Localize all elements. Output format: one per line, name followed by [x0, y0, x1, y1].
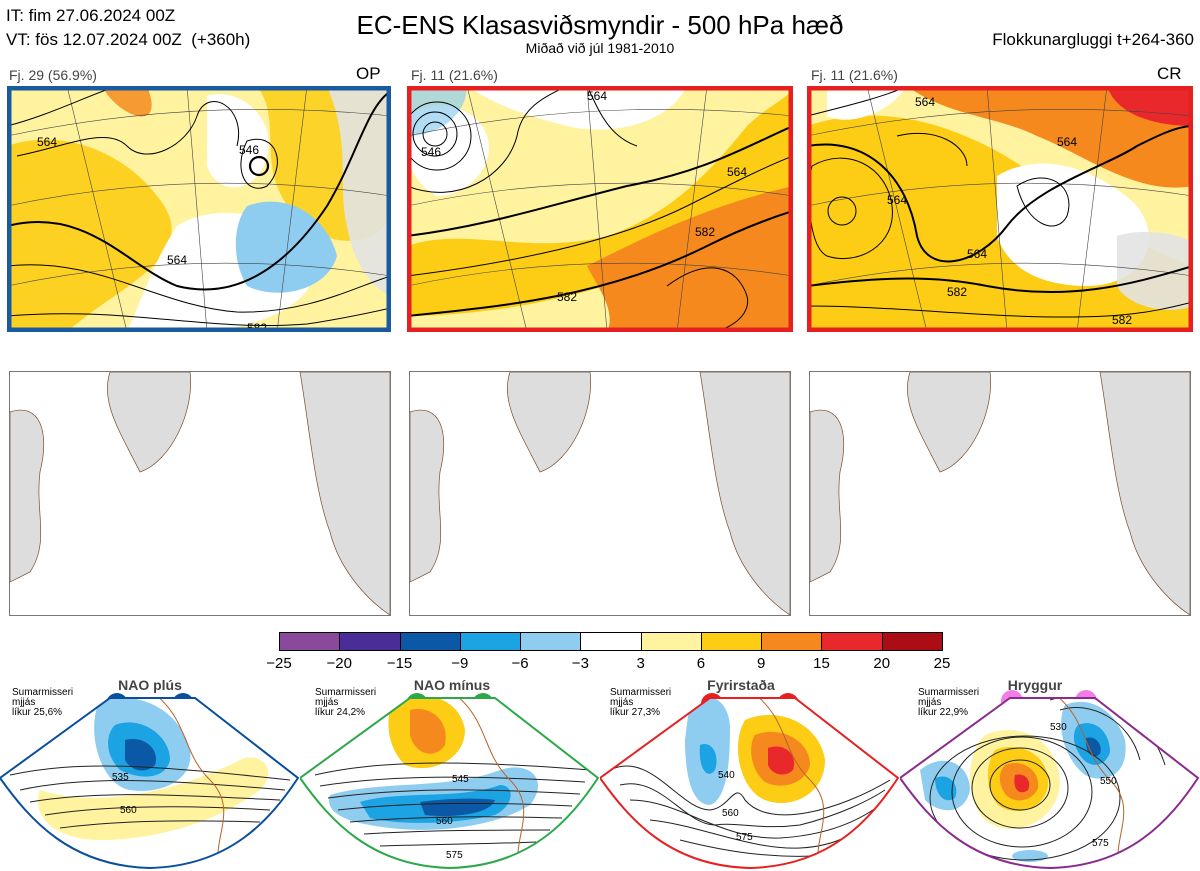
contour-label: 582: [695, 225, 715, 239]
contour-label: 560: [120, 805, 137, 816]
regime-map-nao-minus[interactable]: 545 560 575: [300, 690, 600, 871]
cluster-map-3[interactable]: 564 564 564 564 582 582: [807, 86, 1193, 332]
panel-3-tag: CR: [1157, 64, 1182, 83]
colorbar-cell: [399, 632, 461, 651]
init-time: IT: fim 27.06.2024 00Z: [6, 6, 176, 25]
basemap-3[interactable]: [809, 371, 1191, 616]
header-info: IT: fim 27.06.2024 00Z VT: fös 12.07.202…: [6, 4, 250, 52]
colorbar-tick-label: −9: [451, 655, 469, 672]
panel-1-label: Fj. 29 (56.9%): [9, 67, 97, 83]
contour-label: 582: [557, 290, 577, 304]
colorbar-cell: [520, 632, 582, 651]
contour-label: 564: [887, 193, 907, 207]
contour-label: 540: [718, 770, 735, 781]
contour-label: 564: [37, 135, 57, 149]
regime-title-blocking: Fyrirstaða: [707, 677, 775, 693]
colorbar-cell: [459, 632, 522, 651]
regime-map-nao-plus[interactable]: 535 560: [0, 690, 300, 871]
page-subtitle: Miðað við júl 1981-2010: [525, 40, 675, 56]
contour-label: 530: [1050, 722, 1067, 733]
valid-time: VT: fös 12.07.2024 00Z (+360h): [6, 30, 251, 49]
panel-2-label: Fj. 11 (21.6%): [411, 67, 498, 83]
colorbar-cell: [761, 632, 823, 651]
colorbar-tick-label: −25: [266, 655, 292, 672]
colorbar-tick-label: 15: [813, 655, 830, 672]
contour-label: 564: [167, 253, 187, 267]
contour-label: 560: [436, 816, 453, 827]
regime-info-nao-plus: Sumarmisseri mjjás líkur 25,6%: [12, 687, 74, 718]
colorbar-tick-label: −3: [571, 655, 589, 672]
contour-label: 575: [446, 850, 463, 861]
contour-label: 546: [421, 145, 441, 159]
regime-map-blocking[interactable]: 540 560 575: [600, 690, 900, 871]
page-title: EC-ENS Klasasviðsmyndir - 500 hPa hæð: [356, 10, 844, 40]
colorbar-tick-label: 3: [636, 655, 645, 672]
regime-info-nao-minus: Sumarmisseri mjjás líkur 24,2%: [315, 687, 377, 718]
regime-title-nao-plus: NAO plús: [118, 677, 182, 693]
cluster-map-2[interactable]: 546 564 582 582 564: [407, 86, 793, 332]
contour-label: 535: [112, 772, 129, 783]
contour-label: 564: [727, 165, 747, 179]
colorbar-tick-label: −6: [511, 655, 529, 672]
cluster-map-1[interactable]: 564 546 564 582: [7, 86, 391, 332]
contour-label: 546: [239, 143, 259, 157]
colorbar-cell: [580, 632, 642, 651]
colorbar-tick-label: −20: [326, 655, 352, 672]
regime-info-blocking: Sumarmisseri mjjás líkur 27,3%: [610, 687, 672, 718]
regime-title-ridge: Hryggur: [1007, 677, 1063, 693]
contour-label: 564: [915, 95, 935, 109]
contour-label: 564: [967, 247, 987, 261]
contour-label: 582: [947, 285, 967, 299]
contour-label: 564: [587, 89, 607, 103]
colorbar-tick-label: 20: [873, 655, 891, 672]
colorbar-tick-label: −15: [386, 655, 413, 672]
colorbar-tick-label: 25: [933, 655, 951, 672]
colorbar-cell: [821, 632, 883, 651]
basemap-1[interactable]: [9, 371, 391, 616]
panel-1-tag: OP: [356, 64, 381, 83]
contour-label: 545: [452, 774, 469, 785]
contour-label: 575: [1092, 838, 1109, 849]
contour-label: 575: [736, 832, 753, 843]
colorbar-cell: [339, 632, 401, 651]
regime-title-nao-minus: NAO mínus: [413, 677, 491, 693]
regime-info-ridge: Sumarmisseri mjjás líkur 22,9%: [918, 687, 980, 718]
contour-label: 550: [1100, 776, 1117, 787]
contour-label: 582: [247, 321, 267, 332]
classification-window: Flokkunargluggi t+264-360: [992, 30, 1194, 49]
contour-label: 560: [722, 808, 739, 819]
contour-label: 564: [1057, 135, 1077, 149]
regime-map-ridge[interactable]: 530 550 575: [900, 690, 1200, 871]
panel-3-label: Fj. 11 (21.6%): [811, 67, 898, 83]
colorbar-tick-label: 6: [696, 655, 706, 672]
colorbar-cell: [700, 632, 763, 651]
colorbar-cell: [881, 632, 943, 651]
basemap-2[interactable]: [409, 371, 791, 616]
contour-label: 582: [1112, 313, 1132, 327]
colorbar-tick-label: 9: [757, 655, 766, 672]
colorbar-cell: [640, 632, 702, 651]
colorbar-cell: [279, 632, 341, 651]
